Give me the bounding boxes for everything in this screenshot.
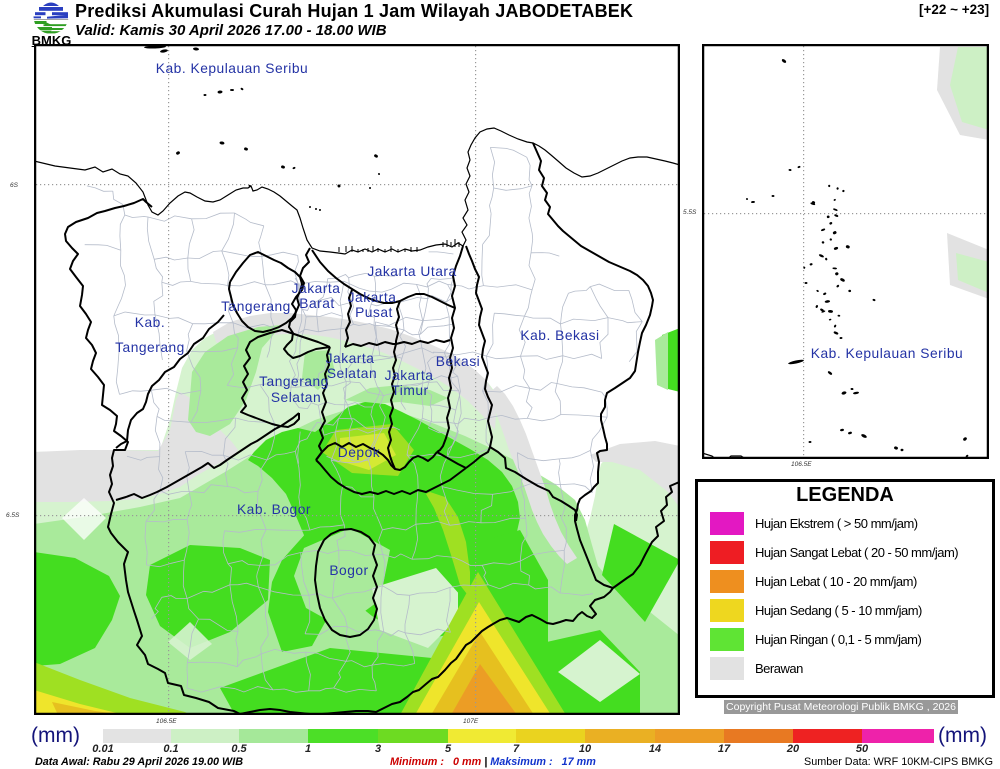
svg-text:Tangerang: Tangerang <box>259 374 329 389</box>
svg-text:Tangerang: Tangerang <box>115 340 185 355</box>
svg-text:Barat: Barat <box>299 296 334 311</box>
svg-text:Selatan: Selatan <box>327 366 377 381</box>
svg-text:Selatan: Selatan <box>271 390 321 405</box>
svg-text:Kab.: Kab. <box>135 315 165 330</box>
svg-text:Kab. Kepulauan Seribu: Kab. Kepulauan Seribu <box>811 346 963 361</box>
svg-text:Bogor: Bogor <box>329 563 368 578</box>
svg-text:Depok: Depok <box>338 445 380 460</box>
svg-text:Kab. Bogor: Kab. Bogor <box>237 502 311 517</box>
svg-text:Bekasi: Bekasi <box>436 354 480 369</box>
svg-text:Jakarta Utara: Jakarta Utara <box>367 264 456 279</box>
svg-text:Kab. Kepulauan Seribu: Kab. Kepulauan Seribu <box>156 61 308 76</box>
svg-text:Jakarta: Jakarta <box>385 368 434 383</box>
svg-text:Kab. Bekasi: Kab. Bekasi <box>520 328 599 343</box>
svg-text:Jakarta: Jakarta <box>348 290 397 305</box>
svg-text:Pusat: Pusat <box>355 305 393 320</box>
svg-text:Jakarta: Jakarta <box>292 281 341 296</box>
svg-text:BMKG: BMKG <box>32 33 71 47</box>
svg-text:Tangerang: Tangerang <box>221 299 291 314</box>
svg-text:Timur: Timur <box>391 383 428 398</box>
svg-text:Jakarta: Jakarta <box>326 351 375 366</box>
